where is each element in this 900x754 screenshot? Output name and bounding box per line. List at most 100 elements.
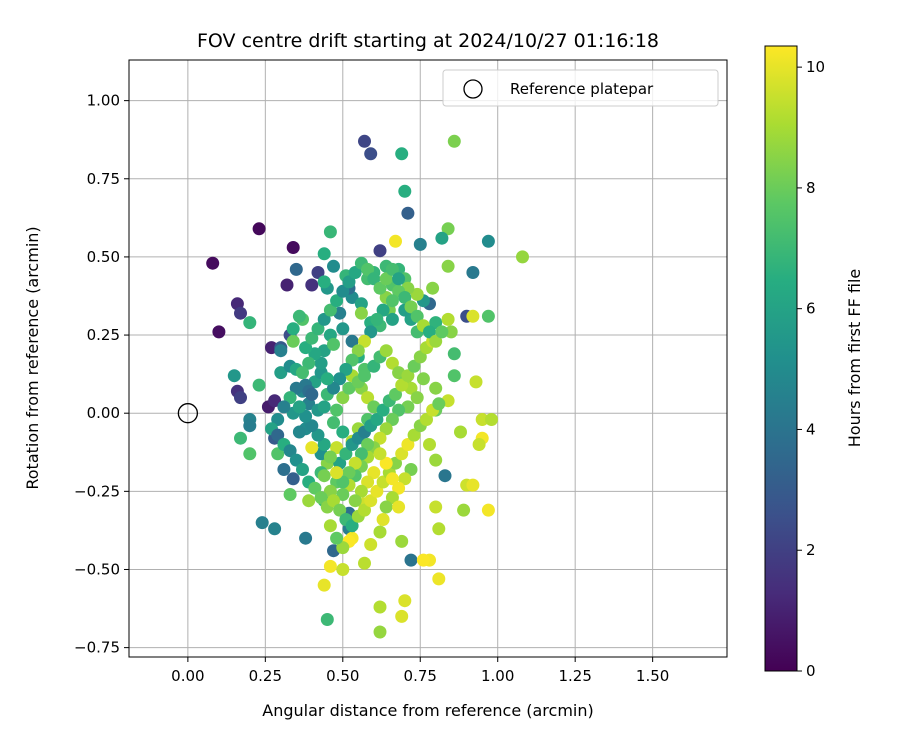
data-point	[292, 400, 306, 414]
data-point	[370, 413, 384, 426]
data-point	[447, 134, 461, 148]
data-point	[327, 416, 340, 430]
data-point	[410, 391, 424, 405]
data-point	[364, 494, 378, 508]
data-point	[392, 403, 406, 417]
data-point	[330, 531, 344, 545]
data-point	[286, 241, 300, 254]
legend: Reference platepar	[442, 69, 719, 107]
data-point	[305, 387, 319, 401]
data-point	[252, 378, 266, 392]
data-point	[373, 625, 387, 639]
data-point	[274, 344, 288, 358]
data-point	[342, 466, 356, 480]
data-point	[441, 222, 455, 236]
data-point	[358, 503, 371, 517]
data-point	[311, 322, 325, 336]
data-point	[327, 494, 340, 508]
data-point	[410, 287, 424, 301]
data-point	[339, 362, 353, 376]
x-tick-label: 1.00	[481, 667, 514, 685]
y-tick-label: −0.25	[74, 482, 120, 500]
data-point	[292, 309, 306, 323]
data-point	[466, 266, 480, 279]
data-point	[385, 312, 399, 326]
data-point	[481, 503, 495, 517]
data-point	[401, 369, 415, 383]
data-point	[299, 409, 313, 423]
data-points	[206, 134, 529, 639]
data-point	[376, 513, 390, 526]
data-point	[370, 312, 384, 326]
data-point	[392, 481, 406, 495]
data-point	[330, 466, 344, 480]
data-point	[373, 281, 387, 295]
data-point	[385, 472, 399, 486]
data-point	[389, 387, 402, 401]
data-point	[454, 425, 467, 439]
data-point	[271, 413, 285, 426]
data-point	[286, 334, 300, 348]
data-point	[243, 419, 257, 433]
reference-platepar-marker	[177, 403, 199, 424]
data-point	[317, 438, 331, 451]
data-point	[323, 519, 337, 533]
data-point	[516, 250, 529, 264]
data-point	[314, 491, 328, 505]
data-point	[385, 491, 399, 505]
data-point	[385, 356, 399, 370]
data-point	[367, 466, 381, 480]
data-point	[336, 425, 350, 439]
data-point	[354, 306, 368, 320]
y-axis-ticks: −0.75 −0.50 −0.25 0.00 0.25 0.50 0.75 1.00	[74, 92, 129, 657]
data-point	[330, 294, 344, 308]
data-point	[404, 553, 418, 567]
y-tick-label: 0.25	[87, 326, 120, 344]
x-tick-label: 0.00	[171, 667, 204, 685]
data-point	[364, 325, 378, 339]
data-point	[404, 300, 418, 314]
data-point	[457, 503, 471, 517]
data-point	[373, 244, 387, 258]
data-point	[389, 234, 402, 248]
data-point	[392, 272, 406, 286]
data-point	[283, 444, 297, 458]
legend-box	[442, 69, 719, 107]
data-point	[317, 578, 331, 592]
data-point	[302, 356, 316, 370]
data-point	[485, 413, 498, 426]
data-point	[481, 309, 495, 323]
data-point	[373, 447, 387, 461]
data-point	[364, 147, 378, 161]
data-point	[398, 594, 412, 608]
data-point	[227, 369, 241, 383]
data-point	[333, 503, 347, 517]
data-point	[345, 519, 359, 533]
data-point	[379, 500, 393, 514]
y-axis-label: Rotation from reference (arcmin)	[23, 226, 42, 489]
data-point	[339, 447, 353, 461]
data-point	[305, 419, 319, 433]
data-point	[361, 391, 375, 405]
data-point	[289, 381, 303, 395]
data-point	[395, 147, 409, 161]
data-point	[243, 316, 257, 330]
data-point	[317, 275, 331, 289]
data-point	[234, 391, 247, 405]
data-point	[447, 369, 461, 383]
x-axis-ticks: 0.00 0.25 0.50 0.75 1.00 1.25 1.50	[171, 657, 669, 685]
y-tick-label: 0.00	[87, 404, 120, 422]
plot-frame	[128, 59, 728, 658]
data-point	[336, 284, 350, 298]
data-point	[407, 359, 421, 373]
data-point	[358, 134, 371, 148]
data-point	[361, 475, 375, 489]
data-point	[206, 256, 220, 270]
x-axis-label: Angular distance from reference (arcmin)	[262, 701, 593, 720]
colorbar-label: Hours from first FF file	[845, 269, 864, 448]
data-point	[305, 441, 319, 455]
data-point	[305, 278, 319, 292]
data-point	[475, 413, 489, 426]
data-point	[336, 391, 350, 405]
data-point	[410, 309, 424, 323]
